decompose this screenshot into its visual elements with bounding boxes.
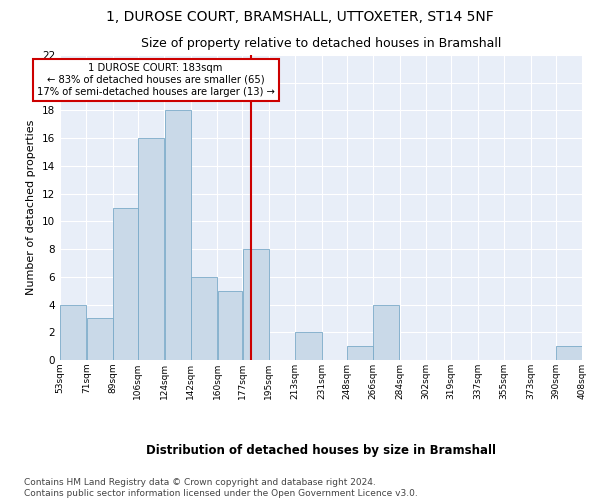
Text: 1, DUROSE COURT, BRAMSHALL, UTTOXETER, ST14 5NF: 1, DUROSE COURT, BRAMSHALL, UTTOXETER, S… — [106, 10, 494, 24]
Text: 1 DUROSE COURT: 183sqm
← 83% of detached houses are smaller (65)
17% of semi-det: 1 DUROSE COURT: 183sqm ← 83% of detached… — [37, 64, 275, 96]
Bar — [191, 277, 217, 360]
Bar — [242, 249, 269, 360]
X-axis label: Distribution of detached houses by size in Bramshall: Distribution of detached houses by size … — [146, 444, 496, 456]
Bar — [295, 332, 322, 360]
Bar — [164, 110, 191, 360]
Bar — [556, 346, 582, 360]
Title: Size of property relative to detached houses in Bramshall: Size of property relative to detached ho… — [141, 36, 501, 50]
Bar — [113, 208, 138, 360]
Bar — [86, 318, 113, 360]
Bar — [373, 304, 400, 360]
Bar — [347, 346, 373, 360]
Bar — [60, 304, 86, 360]
Bar — [138, 138, 164, 360]
Y-axis label: Number of detached properties: Number of detached properties — [26, 120, 37, 295]
Bar — [218, 290, 242, 360]
Text: Contains HM Land Registry data © Crown copyright and database right 2024.
Contai: Contains HM Land Registry data © Crown c… — [24, 478, 418, 498]
